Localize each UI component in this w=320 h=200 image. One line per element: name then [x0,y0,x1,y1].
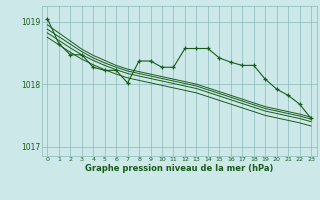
X-axis label: Graphe pression niveau de la mer (hPa): Graphe pression niveau de la mer (hPa) [85,164,273,173]
